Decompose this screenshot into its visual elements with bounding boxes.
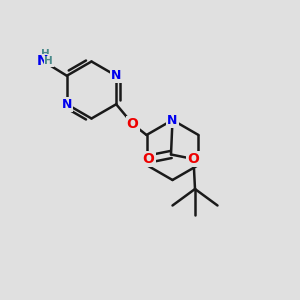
Text: O: O: [188, 152, 200, 166]
Text: N: N: [111, 69, 122, 82]
Text: N: N: [167, 113, 178, 127]
Text: N: N: [61, 98, 72, 111]
Text: N: N: [37, 54, 49, 68]
Text: H: H: [41, 49, 50, 59]
Text: O: O: [127, 117, 139, 131]
Text: O: O: [142, 152, 154, 166]
Text: H: H: [44, 56, 53, 66]
